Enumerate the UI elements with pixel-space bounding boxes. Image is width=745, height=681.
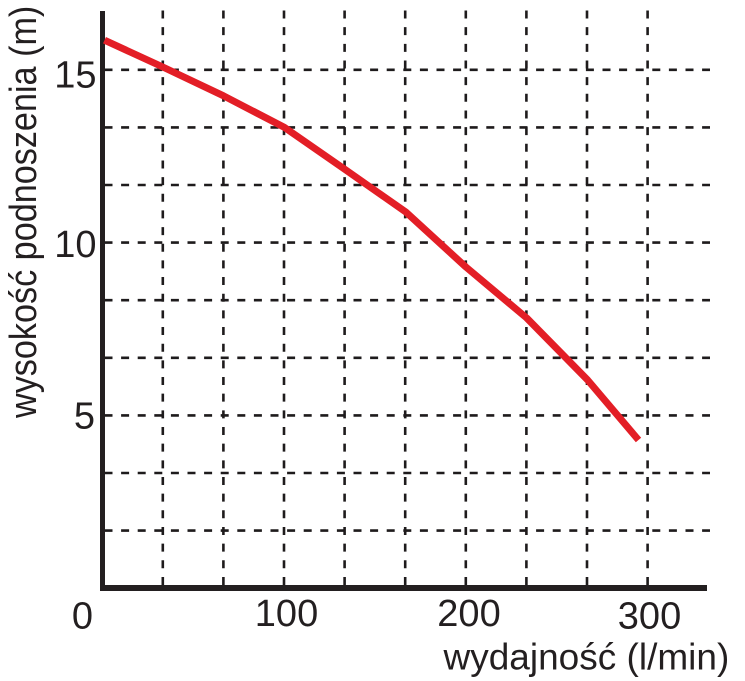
svg-text:15: 15	[54, 55, 96, 97]
svg-text:200: 200	[437, 593, 500, 635]
svg-text:0: 0	[72, 596, 93, 638]
svg-text:wydajność (l/min): wydajność (l/min)	[443, 637, 730, 678]
svg-text:300: 300	[618, 595, 681, 637]
svg-text:10: 10	[54, 224, 96, 266]
svg-text:5: 5	[74, 396, 95, 438]
svg-text:100: 100	[255, 593, 318, 635]
svg-text:wysokość podnoszenia (m): wysokość podnoszenia (m)	[1, 6, 44, 419]
